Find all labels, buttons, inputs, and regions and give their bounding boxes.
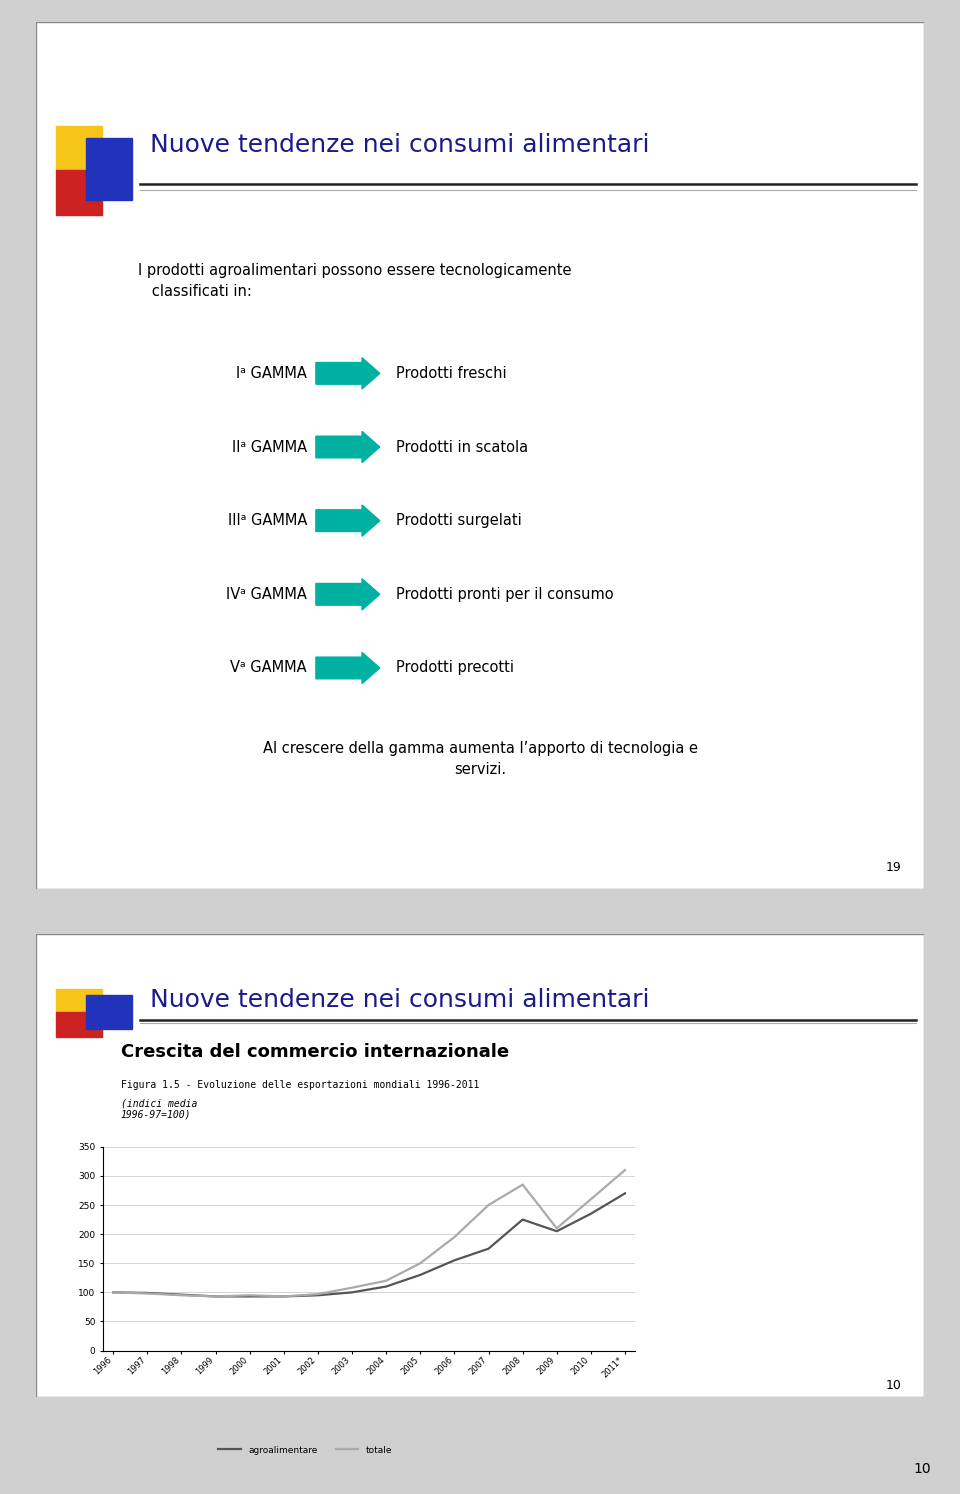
agroalimentare [415,1265,426,1283]
totale [415,1255,426,1273]
Text: I prodotti agroalimentari possono essere tecnologicamente
   classificati in:: I prodotti agroalimentari possono essere… [138,263,572,299]
Text: Prodotti precotti: Prodotti precotti [396,660,514,675]
agroalimentare [619,1185,631,1203]
agroalimentare [347,1283,358,1301]
FancyArrow shape [316,578,380,610]
agroalimentare [483,1240,494,1258]
Bar [56,170,102,215]
totale [176,1286,187,1304]
agroalimentare [585,1204,596,1222]
agroalimentare [516,1210,528,1228]
totale [516,1176,528,1194]
agroalimentare [176,1286,187,1304]
agroalimentare [141,1283,153,1301]
Text: Prodotti freschi: Prodotti freschi [396,366,506,381]
agroalimentare [551,1222,563,1240]
Text: Fonte: Elaborazioni su dati Un-Comtrade: Fonte: Elaborazioni su dati Un-Comtrade [121,1330,330,1339]
Text: Crescita del commercio internazionale: Crescita del commercio internazionale [121,1043,509,1061]
totale [141,1285,153,1303]
agroalimentare [108,1283,119,1301]
Legend: agroalimentare, totale: agroalimentare, totale [215,1442,396,1458]
agroalimentare [210,1288,222,1306]
Text: Nuove tendenze nei consumi alimentari: Nuove tendenze nei consumi alimentari [150,133,650,157]
totale [278,1288,290,1306]
Text: IIIᵃ GAMMA: IIIᵃ GAMMA [228,512,307,529]
totale [312,1285,324,1303]
Bar [56,1013,102,1037]
totale [619,1161,631,1179]
Text: IVᵃ GAMMA: IVᵃ GAMMA [227,587,307,602]
totale [244,1286,255,1304]
FancyArrow shape [316,653,380,684]
Bar [56,989,102,1013]
totale [448,1228,460,1246]
totale [483,1197,494,1215]
Text: Iᵃ GAMMA: Iᵃ GAMMA [236,366,307,381]
Text: * 122 Paesi; il 2011 è provvisorio.: * 122 Paesi; il 2011 è provvisorio. [121,1307,309,1316]
totale [347,1279,358,1297]
Text: 10: 10 [885,1379,901,1392]
Text: Vᵃ GAMMA: Vᵃ GAMMA [230,660,307,675]
totale [210,1288,222,1306]
agroalimentare [312,1286,324,1304]
agroalimentare [380,1277,392,1295]
totale [380,1271,392,1289]
FancyArrow shape [316,432,380,463]
Text: Al crescere della gamma aumenta l’apporto di tecnologia e
servizi.: Al crescere della gamma aumenta l’apport… [262,741,698,777]
FancyArrow shape [316,505,380,536]
FancyArrow shape [316,357,380,388]
agroalimentare [278,1288,290,1306]
Text: Prodotti surgelati: Prodotti surgelati [396,512,521,529]
Text: Prodotti pronti per il consumo: Prodotti pronti per il consumo [396,587,613,602]
Text: (indici media
1996-97=100): (indici media 1996-97=100) [121,1098,197,1120]
totale [108,1283,119,1301]
Text: 10: 10 [914,1463,931,1476]
Text: IIᵃ GAMMA: IIᵃ GAMMA [232,439,307,454]
agroalimentare [448,1252,460,1270]
Text: Figura 1.5 - Evoluzione delle esportazioni mondiali 1996-2011: Figura 1.5 - Evoluzione delle esportazio… [121,1080,485,1089]
Bar [86,995,132,1029]
totale [585,1191,596,1209]
totale [551,1219,563,1237]
Text: Nuove tendenze nei consumi alimentari: Nuove tendenze nei consumi alimentari [150,988,650,1011]
Text: Prodotti in scatola: Prodotti in scatola [396,439,528,454]
Line: agroalimentare: agroalimentare [113,1194,625,1297]
agroalimentare [244,1288,255,1306]
Line: totale: totale [113,1170,625,1297]
Bar [86,137,132,200]
Bar [56,127,102,172]
Text: 19: 19 [885,861,901,874]
